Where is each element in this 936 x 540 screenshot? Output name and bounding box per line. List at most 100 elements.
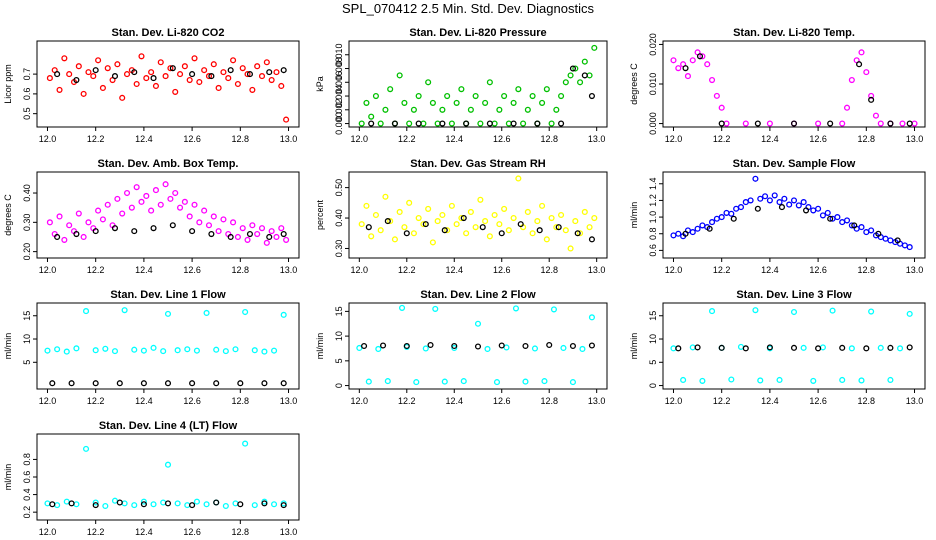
data-point bbox=[529, 92, 536, 100]
x-tick-label: 13.0 bbox=[906, 134, 924, 144]
data-point bbox=[365, 224, 372, 231]
data-point bbox=[543, 86, 550, 93]
x-tick-label: 12.2 bbox=[87, 527, 105, 537]
x-tick-label: 12.4 bbox=[445, 396, 463, 406]
data-point bbox=[747, 197, 754, 204]
data-point bbox=[205, 222, 213, 229]
x-tick-label: 13.0 bbox=[280, 265, 298, 275]
y-tick-label: 15 bbox=[22, 311, 32, 321]
data-point bbox=[444, 227, 451, 234]
x-tick-label: 12.4 bbox=[445, 134, 463, 144]
data-point bbox=[737, 204, 745, 211]
data-point bbox=[463, 120, 470, 127]
data-point bbox=[237, 380, 244, 387]
data-point bbox=[680, 376, 687, 384]
data-point bbox=[189, 71, 196, 78]
data-point bbox=[271, 501, 278, 508]
data-point bbox=[162, 73, 169, 80]
data-point bbox=[73, 76, 80, 84]
data-point bbox=[572, 65, 579, 72]
data-point bbox=[501, 205, 508, 212]
data-point bbox=[517, 221, 524, 228]
data-point bbox=[90, 73, 97, 80]
data-point bbox=[588, 236, 595, 243]
data-point bbox=[453, 221, 460, 228]
data-point bbox=[61, 55, 68, 62]
data-point bbox=[434, 218, 441, 225]
data-point bbox=[220, 216, 227, 223]
series-subset bbox=[682, 204, 901, 244]
data-point bbox=[829, 307, 836, 314]
data-point bbox=[491, 211, 498, 219]
data-point bbox=[56, 86, 63, 93]
data-point bbox=[682, 65, 689, 72]
data-point bbox=[167, 65, 174, 72]
y-axis-label: ml/min bbox=[629, 333, 639, 360]
plot-panel: Stan. Dev. Line 2 Flow 12.0 12.2 12.4 12.6 12… bbox=[315, 289, 608, 406]
data-point bbox=[230, 57, 237, 64]
data-point bbox=[448, 202, 455, 209]
data-point bbox=[757, 195, 764, 202]
y-tick-label: 1.2 bbox=[648, 194, 658, 207]
x-tick-label: 12.2 bbox=[713, 134, 731, 144]
plot-frame bbox=[348, 302, 608, 390]
data-point bbox=[387, 86, 394, 93]
data-point bbox=[762, 193, 769, 200]
data-point bbox=[148, 69, 155, 76]
data-point bbox=[152, 187, 159, 194]
data-point bbox=[403, 342, 410, 350]
y-tick-label: 10 bbox=[648, 334, 658, 344]
y-tick-label: 10 bbox=[334, 331, 344, 341]
data-point bbox=[482, 218, 489, 225]
data-point bbox=[254, 63, 261, 70]
data-point bbox=[375, 345, 382, 353]
data-point bbox=[80, 90, 87, 97]
data-point bbox=[82, 445, 90, 452]
data-point bbox=[184, 502, 191, 509]
data-point bbox=[44, 347, 51, 354]
data-point bbox=[510, 120, 517, 127]
data-point bbox=[713, 92, 720, 99]
data-point bbox=[548, 120, 555, 127]
data-point bbox=[868, 92, 875, 99]
x-tick-label: 12.2 bbox=[713, 396, 731, 406]
x-tick-label: 13.0 bbox=[280, 396, 298, 406]
data-point bbox=[766, 120, 773, 127]
data-point bbox=[558, 92, 565, 100]
data-point bbox=[261, 380, 268, 387]
data-point bbox=[227, 233, 234, 241]
y-tick-label: 0.8 bbox=[22, 453, 32, 466]
data-point bbox=[887, 376, 894, 384]
data-point bbox=[280, 67, 287, 74]
data-point bbox=[413, 379, 420, 386]
data-point bbox=[579, 345, 586, 353]
data-point bbox=[46, 219, 53, 226]
data-point bbox=[742, 199, 749, 206]
data-point bbox=[382, 106, 389, 113]
x-tick-label: 12.2 bbox=[398, 134, 416, 144]
x-tick-label: 12.6 bbox=[183, 134, 201, 144]
series-subset bbox=[368, 65, 595, 127]
data-point bbox=[496, 221, 503, 228]
data-point bbox=[237, 501, 244, 508]
data-point bbox=[220, 69, 227, 76]
data-point bbox=[887, 237, 894, 244]
data-point bbox=[675, 65, 682, 72]
data-point bbox=[104, 65, 111, 72]
data-point bbox=[451, 344, 458, 352]
series-all bbox=[358, 44, 598, 127]
data-point bbox=[410, 230, 417, 237]
data-point bbox=[356, 344, 363, 352]
data-point bbox=[572, 218, 579, 225]
data-point bbox=[201, 67, 208, 74]
data-point bbox=[543, 236, 550, 243]
data-point bbox=[553, 224, 560, 231]
data-point bbox=[477, 120, 484, 127]
data-point bbox=[249, 86, 256, 93]
data-point bbox=[863, 229, 870, 236]
data-point bbox=[757, 377, 764, 384]
data-point bbox=[398, 304, 406, 311]
data-point bbox=[131, 69, 138, 76]
data-point bbox=[448, 120, 455, 127]
